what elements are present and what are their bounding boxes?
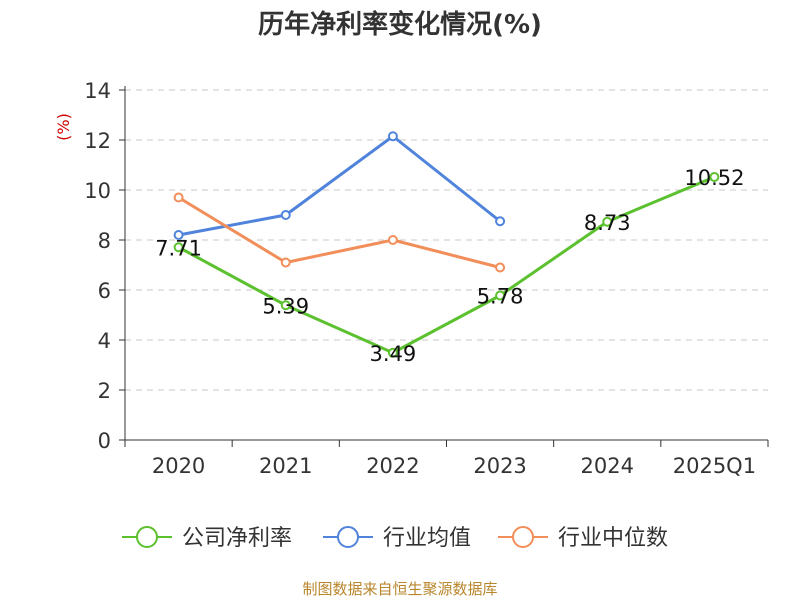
legend-marker [136, 526, 158, 548]
data-point [602, 216, 613, 227]
x-tick-label: 2020 [152, 454, 205, 478]
y-tick-label: 6 [98, 279, 111, 303]
data-point [173, 242, 184, 253]
data-label: 5.78 [477, 285, 524, 309]
series-line [177, 196, 501, 269]
y-tick-label: 2 [98, 379, 111, 403]
series-line [178, 134, 502, 237]
x-tick-label: 2024 [581, 454, 634, 478]
data-point [173, 230, 184, 240]
x-tick-label: 2023 [473, 454, 526, 478]
series-line [177, 175, 715, 355]
legend-label: 行业中位数 [558, 526, 668, 551]
data-point [173, 192, 184, 203]
legend-marker [337, 526, 359, 548]
data-point [495, 262, 506, 273]
data-label: 10.52 [684, 166, 744, 190]
data-point [387, 235, 398, 245]
data-point [280, 257, 291, 268]
y-tick-label: 10 [84, 179, 111, 203]
data-labels: 7.71 5.39 3.49 5.78 8.73 10.52 [155, 166, 744, 366]
x-tick-label: 2022 [366, 454, 419, 478]
y-axis-label: (%) [54, 113, 73, 141]
y-tick-label: 14 [84, 79, 111, 103]
chart-title: 历年净利率变化情况(%) [258, 9, 542, 40]
source-note: 制图数据来自恒生聚源数据库 [302, 580, 497, 598]
x-tick-label: 2025Q1 [673, 454, 756, 478]
y-tick-label: 4 [98, 329, 111, 353]
data-point [280, 300, 291, 311]
data-label: 8.73 [584, 211, 631, 235]
data-point [387, 131, 398, 142]
grid-lines [125, 89, 768, 391]
data-point [280, 210, 291, 220]
legend-label: 公司净利率 [182, 526, 292, 551]
data-label: 5.39 [262, 294, 309, 318]
data-point [709, 172, 720, 182]
axes: 0 2 4 6 8 10 12 14 2020 2021 2022 2023 2024 2025Q1 [84, 79, 769, 478]
data-label: 7.71 [155, 236, 202, 260]
legend: 公司净利率 行业均值 行业中位数 [122, 526, 668, 551]
data-point [387, 347, 398, 358]
data-label: 3.49 [370, 342, 417, 366]
y-tick-label: 12 [84, 129, 111, 153]
data-point [495, 216, 506, 227]
x-tick-label: 2021 [259, 454, 312, 478]
series-lines [173, 131, 720, 358]
y-tick-label: 8 [98, 229, 111, 253]
legend-marker [512, 526, 534, 548]
y-tick-label: 0 [98, 429, 111, 453]
legend-label: 行业均值 [383, 526, 471, 551]
data-point [495, 290, 506, 301]
